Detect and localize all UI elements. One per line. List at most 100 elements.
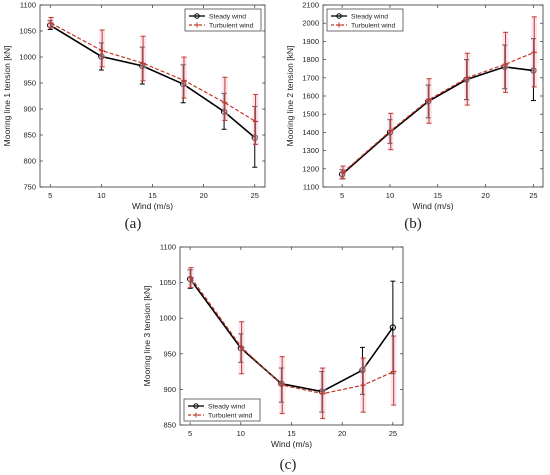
x-axis-label: Wind (m/s) bbox=[271, 439, 312, 449]
y-tick-label: 900 bbox=[163, 385, 176, 394]
legend: Steady wind Turbulent wind bbox=[326, 8, 404, 32]
legend-label: Turbulent wind bbox=[351, 23, 396, 30]
x-tick-label: 10 bbox=[237, 429, 245, 438]
legend-marker bbox=[194, 22, 200, 28]
x-tick-label: 20 bbox=[481, 191, 489, 200]
x-tick-label: 10 bbox=[97, 191, 105, 200]
x-tick-label: 5 bbox=[340, 191, 344, 200]
data-point bbox=[181, 77, 187, 84]
y-axis-label: Mooring line 2 tension [kN] bbox=[285, 46, 295, 147]
data-point bbox=[386, 129, 394, 136]
data-point bbox=[140, 60, 146, 67]
series-steady bbox=[47, 20, 258, 168]
data-point bbox=[98, 53, 105, 60]
x-tick-label: 10 bbox=[386, 191, 394, 200]
y-tick-label: 1600 bbox=[302, 92, 319, 101]
data-point bbox=[425, 98, 432, 105]
data-point bbox=[220, 108, 228, 115]
data-point bbox=[252, 118, 259, 125]
series-steady bbox=[338, 38, 537, 180]
series-steady bbox=[186, 269, 397, 413]
data-point bbox=[180, 80, 187, 88]
x-tick-label: 5 bbox=[188, 429, 192, 438]
data-point bbox=[99, 47, 105, 54]
y-tick-label: 1050 bbox=[159, 278, 176, 287]
series-line bbox=[341, 66, 534, 175]
y-tick-label: 2000 bbox=[302, 19, 319, 28]
data-point bbox=[251, 134, 258, 141]
legend-label: Steady wind bbox=[351, 14, 388, 21]
series-turbulent bbox=[48, 16, 259, 145]
x-tick-label: 25 bbox=[529, 191, 537, 200]
series-line bbox=[342, 51, 535, 173]
data-point bbox=[387, 127, 394, 134]
panel-2: 1100 1200 1300 1400 1500 1600 1700 1800 1900 2000… bbox=[285, 1, 544, 232]
panel-label: (a) bbox=[125, 216, 142, 232]
series-line bbox=[189, 278, 394, 393]
data-point bbox=[319, 390, 326, 397]
legend-label: Turbulent wind bbox=[208, 413, 253, 420]
series-turbulent bbox=[339, 16, 538, 180]
data-point bbox=[426, 96, 432, 103]
x-tick-label: 25 bbox=[389, 429, 397, 438]
data-point bbox=[188, 274, 194, 281]
x-tick-label: 25 bbox=[251, 191, 259, 200]
series-turbulent bbox=[187, 267, 397, 420]
data-point bbox=[279, 382, 285, 388]
y-tick-label: 1000 bbox=[19, 53, 36, 62]
plot-area bbox=[39, 4, 266, 188]
legend-label: Steady wind bbox=[208, 404, 245, 411]
x-tick-label: 15 bbox=[287, 429, 295, 438]
data-point bbox=[340, 169, 346, 176]
panel-3: 850 900 950 1000 1050 1100 5 10 15 20 25 Wind (m/s)… bbox=[142, 243, 404, 473]
data-point bbox=[464, 75, 471, 81]
data-point bbox=[338, 171, 346, 178]
y-tick-label: 1100 bbox=[160, 243, 176, 252]
data-point bbox=[531, 49, 538, 56]
data-point bbox=[389, 324, 397, 331]
legend: Steady wind Turbulent wind bbox=[183, 398, 261, 422]
y-tick-label: 1100 bbox=[20, 1, 36, 10]
series-line bbox=[50, 22, 256, 122]
y-tick-label: 1050 bbox=[19, 27, 36, 36]
series-line bbox=[49, 24, 256, 139]
y-tick-label: 850 bbox=[163, 421, 176, 430]
panel-1: 750 800 850 900 950 1000 1050 1100 5 10 15 20 25 Wind… bbox=[2, 1, 266, 232]
y-axis-label: Mooring line 3 tension [kN] bbox=[142, 286, 152, 387]
data-point bbox=[238, 344, 245, 351]
data-point bbox=[48, 20, 54, 26]
legend-marker bbox=[193, 403, 199, 409]
y-tick-label: 950 bbox=[163, 349, 176, 358]
legend-label: Turbulent wind bbox=[209, 23, 254, 30]
y-tick-label: 1100 bbox=[303, 183, 319, 192]
x-tick-label: 15 bbox=[148, 191, 156, 200]
plot-area bbox=[179, 246, 404, 426]
y-tick-label: 1200 bbox=[302, 164, 319, 173]
legend-marker bbox=[336, 22, 342, 28]
y-axis-label: Mooring line 1 tension [kN] bbox=[2, 46, 12, 147]
y-tick-label: 800 bbox=[23, 157, 36, 166]
x-axis-label: Wind (m/s) bbox=[132, 201, 173, 211]
x-tick-label: 20 bbox=[338, 429, 346, 438]
y-tick-label: 1400 bbox=[302, 128, 319, 137]
x-tick-label: 5 bbox=[48, 191, 52, 200]
panel-label: (c) bbox=[280, 457, 297, 473]
plot-area bbox=[322, 4, 544, 188]
series-line bbox=[190, 277, 394, 395]
data-point bbox=[186, 275, 194, 283]
data-point bbox=[530, 67, 537, 74]
y-tick-label: 1300 bbox=[302, 146, 319, 155]
x-tick-label: 15 bbox=[434, 191, 442, 200]
data-point bbox=[222, 99, 228, 106]
y-tick-label: 2100 bbox=[302, 1, 319, 10]
y-tick-label: 1700 bbox=[302, 73, 319, 82]
y-tick-label: 1500 bbox=[302, 110, 319, 119]
panel-label: (b) bbox=[404, 216, 422, 232]
y-tick-label: 750 bbox=[23, 183, 36, 192]
data-point bbox=[278, 380, 285, 387]
data-point bbox=[360, 382, 367, 388]
legend-marker bbox=[336, 13, 342, 19]
y-tick-label: 1800 bbox=[302, 55, 319, 64]
legend-marker bbox=[193, 412, 199, 418]
